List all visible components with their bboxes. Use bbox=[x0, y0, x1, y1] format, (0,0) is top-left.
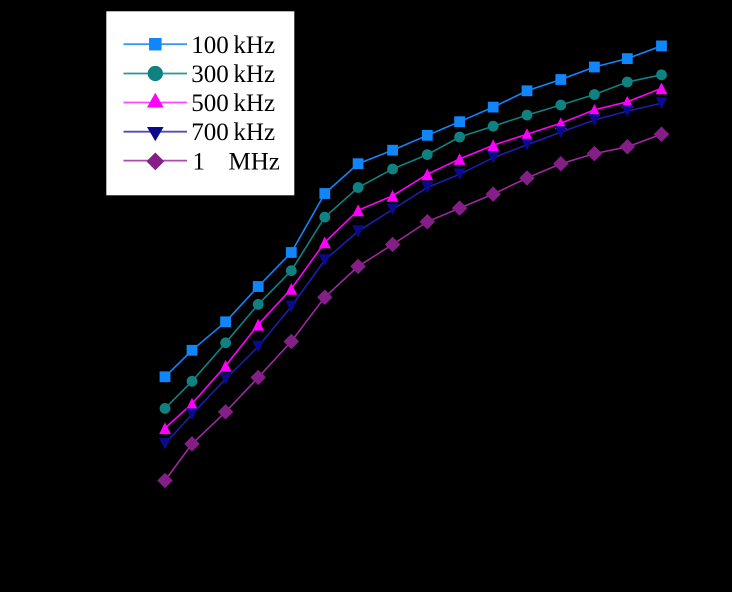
svg-text:MHz: MHz bbox=[229, 148, 280, 175]
svg-text:kHz: kHz bbox=[233, 90, 275, 117]
svg-text:300: 300 bbox=[191, 61, 229, 88]
svg-text:kHz: kHz bbox=[233, 119, 275, 146]
svg-text:kHz: kHz bbox=[233, 61, 275, 88]
svg-text:700: 700 bbox=[191, 119, 229, 146]
svg-text:kHz: kHz bbox=[233, 32, 275, 59]
svg-text:1: 1 bbox=[193, 148, 206, 175]
svg-text:100: 100 bbox=[191, 32, 229, 59]
svg-text:500: 500 bbox=[191, 90, 229, 117]
